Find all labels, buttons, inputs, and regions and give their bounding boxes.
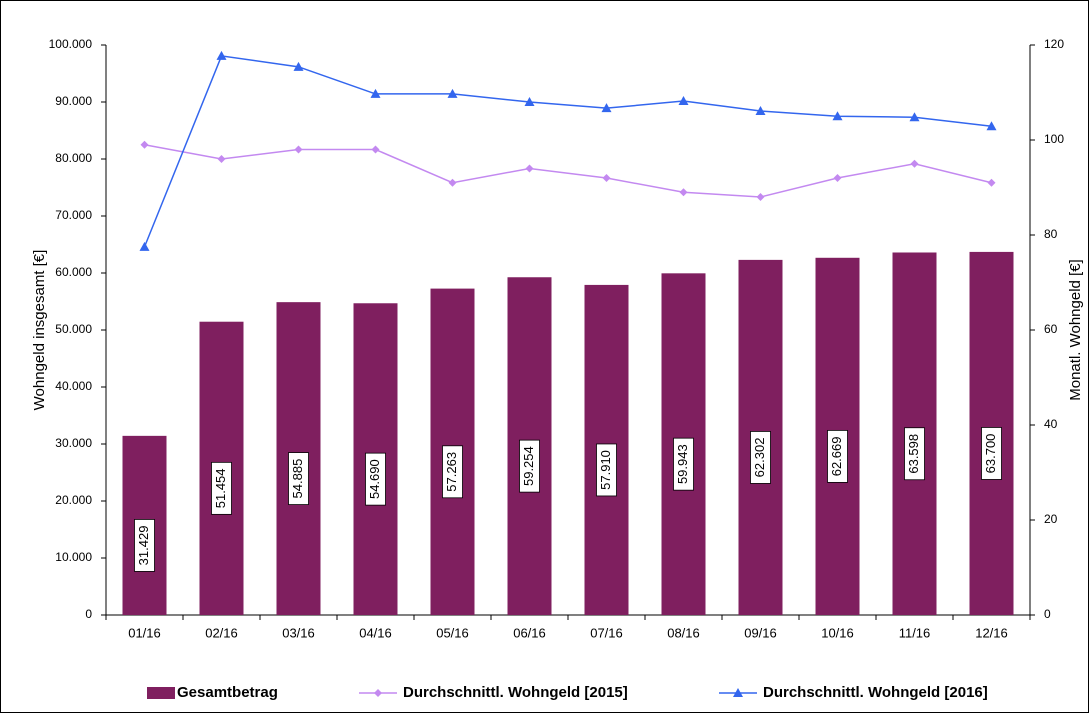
y-tick-label: 90.000 xyxy=(55,94,92,108)
y-tick-label: 60.000 xyxy=(55,265,92,279)
x-tick-label: 08/16 xyxy=(667,625,700,640)
line-marker xyxy=(371,145,380,154)
data-label: 57.263 xyxy=(444,452,459,492)
y2-tick-label: 20 xyxy=(1044,512,1058,526)
legend-label: Durchschnittl. Wohngeld [2016] xyxy=(763,684,988,701)
y-tick-label: 70.000 xyxy=(55,208,92,222)
line-marker xyxy=(679,188,688,197)
x-tick-label: 10/16 xyxy=(821,625,854,640)
line-marker xyxy=(909,112,920,122)
x-tick-label: 01/16 xyxy=(128,625,161,640)
data-label: 59.943 xyxy=(675,444,690,484)
x-tick-label: 05/16 xyxy=(436,625,469,640)
line-marker xyxy=(524,97,535,106)
data-label-box xyxy=(288,452,309,505)
line-marker xyxy=(374,689,382,697)
x-tick-label: 02/16 xyxy=(205,625,238,640)
data-label: 51.454 xyxy=(213,468,228,508)
y2-tick-label: 80 xyxy=(1044,227,1058,241)
data-label-box xyxy=(442,445,463,499)
line-marker xyxy=(447,88,458,98)
x-tick-label: 04/16 xyxy=(359,625,392,640)
line-marker xyxy=(910,159,919,168)
x-tick-label: 06/16 xyxy=(513,625,546,640)
data-label-box xyxy=(519,439,540,493)
y-tick-label: 100.000 xyxy=(49,37,93,51)
x-tick-label: 07/16 xyxy=(590,625,623,640)
legend-swatch xyxy=(147,687,175,699)
line xyxy=(144,144,992,198)
data-label-box xyxy=(596,443,617,497)
data-label-box xyxy=(673,437,694,491)
y-tick-label: 20.000 xyxy=(55,493,92,507)
x-tick-label: 11/16 xyxy=(899,625,931,640)
data-label: 62.302 xyxy=(752,438,767,478)
line-marker xyxy=(987,178,996,187)
line-marker xyxy=(448,178,457,187)
data-label: 57.910 xyxy=(598,450,613,490)
y2-tick-label: 100 xyxy=(1044,132,1064,146)
line-marker xyxy=(294,145,303,154)
y2-axis-title: Monatl. Wohngeld [€] xyxy=(1067,259,1084,400)
y-tick-label: 30.000 xyxy=(55,436,92,450)
line-marker xyxy=(833,174,842,182)
data-label-box xyxy=(134,519,155,572)
y2-tick-label: 0 xyxy=(1044,607,1051,621)
line-marker xyxy=(140,140,149,149)
data-label-box xyxy=(904,427,925,481)
line-marker xyxy=(756,193,765,201)
line-marker xyxy=(733,688,743,697)
data-label-box xyxy=(827,429,848,483)
y2-tick-label: 40 xyxy=(1044,417,1058,431)
data-label-box xyxy=(365,452,386,506)
data-label: 63.598 xyxy=(906,434,921,474)
y-tick-label: 0 xyxy=(85,607,92,621)
line-marker xyxy=(217,155,226,163)
x-tick-label: 12/16 xyxy=(975,625,1008,640)
data-label: 54.885 xyxy=(290,459,305,499)
data-label: 31.429 xyxy=(136,526,151,566)
data-label: 62.669 xyxy=(829,437,844,477)
line-marker xyxy=(139,241,150,251)
legend-label: Durchschnittl. Wohngeld [2015] xyxy=(403,684,628,701)
line-marker xyxy=(602,174,611,182)
x-tick-label: 09/16 xyxy=(744,625,777,640)
line-marker xyxy=(755,106,766,116)
y-tick-label: 10.000 xyxy=(55,550,92,564)
line-marker xyxy=(216,50,227,60)
data-label: 54.690 xyxy=(367,459,382,499)
y-tick-label: 80.000 xyxy=(55,151,92,165)
data-label: 59.254 xyxy=(521,446,536,486)
y-axis-title: Wohngeld insgesamt [€] xyxy=(31,250,48,411)
line-marker xyxy=(601,103,612,113)
line-marker xyxy=(293,61,304,71)
y-tick-label: 50.000 xyxy=(55,322,92,336)
legend-label: Gesamtbetrag xyxy=(177,684,278,701)
y-tick-label: 40.000 xyxy=(55,379,92,393)
data-label: 63.700 xyxy=(983,434,998,474)
line-marker xyxy=(832,111,843,121)
line-marker xyxy=(370,88,381,98)
line-marker xyxy=(525,164,534,173)
data-label-box xyxy=(981,427,1002,480)
y2-tick-label: 60 xyxy=(1044,322,1058,336)
line xyxy=(143,55,992,248)
data-label-box xyxy=(750,431,771,484)
x-tick-label: 03/16 xyxy=(282,625,315,640)
y2-tick-label: 120 xyxy=(1044,37,1064,51)
line-marker xyxy=(678,96,689,106)
data-label-box xyxy=(211,461,232,515)
line-marker xyxy=(986,121,997,131)
